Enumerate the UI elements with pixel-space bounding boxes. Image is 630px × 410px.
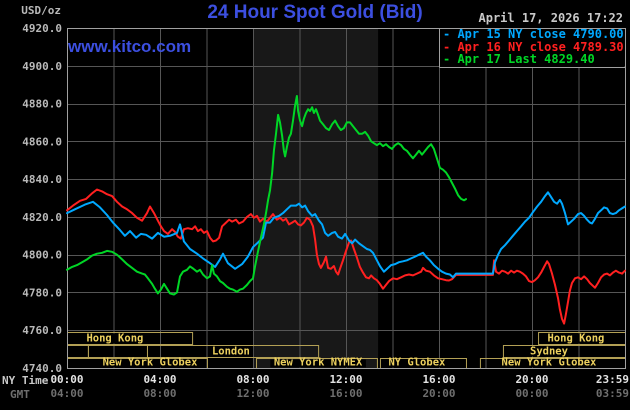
x-axis-tick-label-gmt: 00:00 [515, 387, 548, 400]
y-axis-tick-label: 4740.0 [22, 362, 62, 375]
legend-item-apr16: - Apr 16 NY close 4789.30 [443, 39, 624, 54]
chart-title: 24 Hour Spot Gold (Bid) [207, 2, 423, 23]
series-line-apr17 [66, 95, 467, 296]
x-axis-tick-label-gmt: 20:00 [422, 387, 455, 400]
market-session-label-bg [526, 346, 572, 357]
market-session-label: New York NYMEX [274, 357, 363, 369]
y-axis-tick-label: 4880.0 [22, 98, 62, 111]
market-session-label-bg [544, 333, 608, 344]
y-axis-tick-label: 4760.0 [22, 324, 62, 337]
y-axis-tick-label: 4780.0 [22, 286, 62, 299]
market-session-box [146, 345, 320, 358]
series-line-apr16 [66, 188, 626, 325]
market-session-label-bg [270, 359, 366, 368]
x-axis-tick-label-gmt: 03:59 [596, 387, 629, 400]
y-axis-tick-label: 4860.0 [22, 135, 62, 148]
kitco-watermark: www.kitco.com [68, 37, 192, 56]
x-axis-tick-label-gmt: 12:00 [236, 387, 269, 400]
x-axis-row-label-gmt: GMT [10, 388, 30, 401]
datetime-label: April 17, 2026 17:22 [478, 11, 624, 25]
x-axis-tick-label-ny: 00:00 [50, 373, 83, 386]
market-session-label: New York Globex [502, 357, 598, 369]
market-session-box [67, 345, 89, 358]
legend-item-apr17: - Apr 17 Last 4829.40 [443, 52, 595, 66]
market-session-label: New York Globex [103, 357, 199, 369]
x-axis-tick-label-gmt: 04:00 [50, 387, 83, 400]
legend-item-apr15: - Apr 15 NY close 4790.00 [443, 27, 624, 41]
nymex-session-band [253, 28, 379, 368]
plot-border [67, 28, 626, 369]
y-axis-tick-label: 4840.0 [22, 173, 62, 186]
x-axis-tick-label-ny: 04:00 [143, 373, 176, 386]
x-axis-tick-label-ny: 20:00 [515, 373, 548, 386]
x-axis-row-label-ny-time: NY Time [2, 374, 49, 387]
market-session-label: Hong Kong [547, 333, 604, 345]
series-line-apr15 [66, 191, 626, 279]
y-axis-tick-label: 4920.0 [22, 22, 62, 35]
y-axis-tick-label: 4900.0 [22, 60, 62, 73]
market-session-label-bg [385, 359, 449, 368]
market-session-label: Hong Kong [86, 333, 143, 345]
market-session-label-bg [497, 359, 600, 368]
y-axis-tick-label: 4820.0 [22, 211, 62, 224]
market-session-label: Sydney [530, 346, 569, 358]
x-axis-tick-label-ny: 16:00 [422, 373, 455, 386]
market-session-label-bg [208, 346, 254, 357]
market-session-label: NY Globex [388, 357, 446, 369]
x-axis-tick-label-gmt: 16:00 [329, 387, 362, 400]
y-axis-unit-label: USD/oz [21, 4, 61, 17]
x-axis-tick-label-ny: 08:00 [236, 373, 269, 386]
market-session-label-bg [99, 359, 202, 368]
market-session-label: London [212, 346, 250, 358]
market-session-label-bg [83, 333, 147, 344]
x-axis-tick-label-ny: 23:59 [596, 373, 629, 386]
x-axis-tick-label-ny: 12:00 [329, 373, 362, 386]
legend-box [439, 29, 625, 67]
y-axis-tick-label: 4800.0 [22, 249, 62, 262]
x-axis-tick-label-gmt: 08:00 [143, 387, 176, 400]
